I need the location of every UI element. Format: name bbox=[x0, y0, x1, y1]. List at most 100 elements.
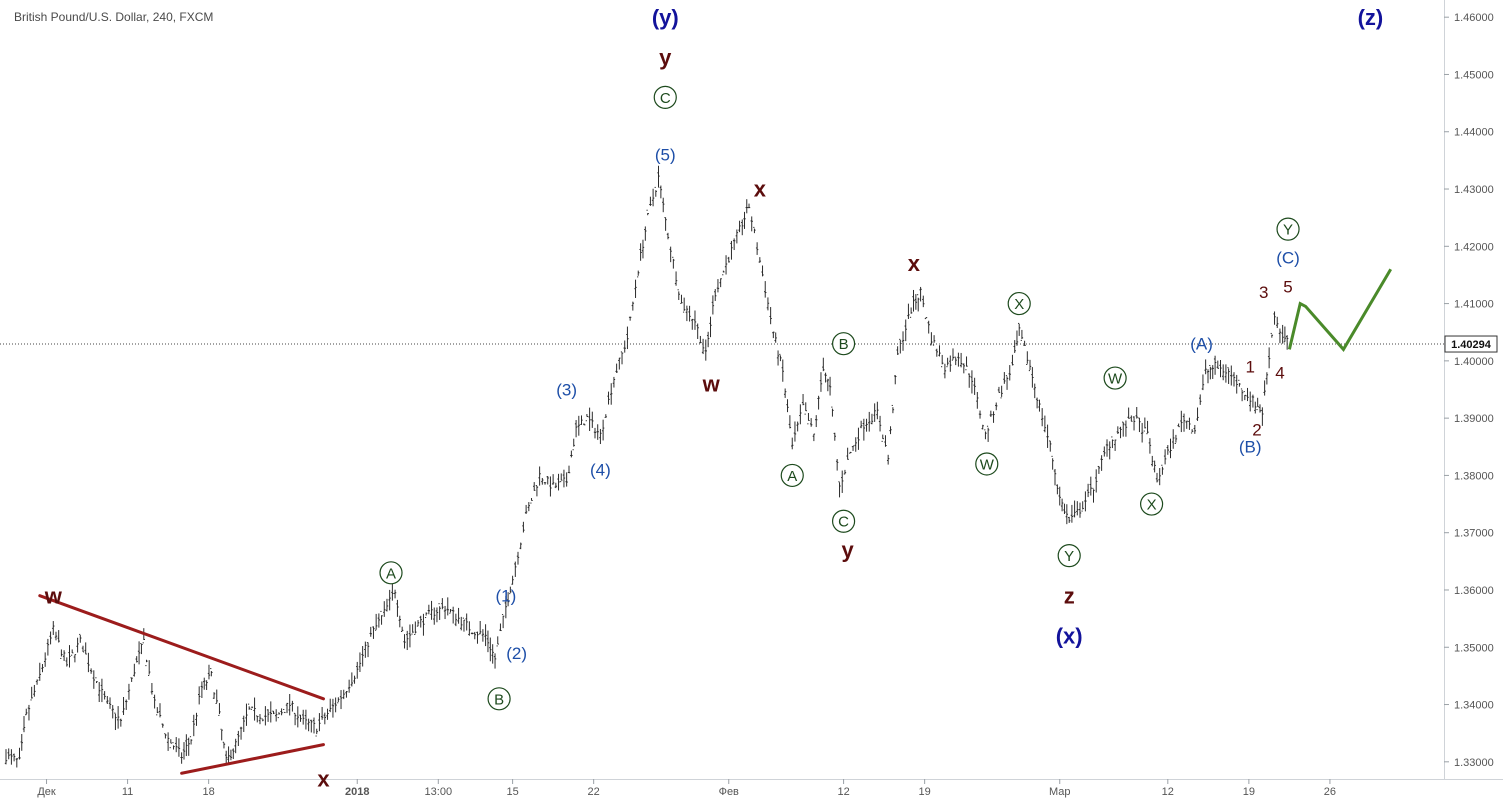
wave-label: x bbox=[754, 177, 767, 202]
ohlc-bar bbox=[666, 232, 670, 240]
ohlc-bar bbox=[862, 418, 866, 441]
ohlc-bar bbox=[957, 352, 960, 367]
ohlc-bar bbox=[116, 706, 120, 729]
ohlc-bar bbox=[623, 340, 626, 353]
wave-label-circled: A bbox=[379, 561, 403, 585]
ohlc-bar bbox=[1196, 407, 1199, 421]
ohlc-bar bbox=[1000, 385, 1003, 399]
ohlc-bar bbox=[1097, 465, 1101, 474]
ohlc-bar bbox=[446, 597, 449, 616]
time-tick-label: 22 bbox=[588, 786, 600, 798]
ohlc-bar bbox=[1124, 420, 1128, 437]
wave-label-circle bbox=[487, 687, 511, 711]
time-tick-label: 2018 bbox=[345, 786, 369, 798]
time-tick-label: Дек bbox=[37, 786, 56, 798]
ohlc-bar bbox=[175, 737, 178, 753]
ohlc-bar bbox=[530, 498, 533, 504]
ohlc-bar bbox=[909, 307, 913, 318]
ohlc-bar bbox=[1081, 501, 1084, 512]
ohlc-bar bbox=[984, 429, 987, 440]
wave-label-circled: W bbox=[975, 452, 999, 476]
ohlc-bar bbox=[1209, 364, 1212, 380]
ohlc-bar bbox=[685, 305, 689, 322]
wave-label-text: C bbox=[660, 90, 671, 107]
ohlc-bar bbox=[25, 708, 28, 716]
ohlc-bar bbox=[946, 357, 949, 368]
ohlc-bar bbox=[831, 406, 834, 417]
ohlc-bar bbox=[1265, 372, 1269, 385]
wave-label: (3) bbox=[556, 380, 577, 399]
ohlc-bar bbox=[549, 476, 552, 497]
ohlc-bar bbox=[804, 402, 807, 415]
price-tick-label: 1.36000 bbox=[1454, 585, 1494, 597]
ohlc-bar bbox=[476, 631, 479, 644]
ohlc-bar bbox=[696, 323, 699, 339]
ohlc-bar bbox=[424, 612, 428, 619]
time-axis[interactable]: Дек 11 18 2018 13:00 15 22 Фев 12 19 Мар 12 19 26 bbox=[37, 779, 1336, 798]
ohlc-bar bbox=[764, 281, 767, 298]
ohlc-bar bbox=[1103, 446, 1106, 457]
ohlc-bar bbox=[353, 675, 356, 684]
ohlc-bar bbox=[1281, 324, 1284, 344]
ohlc-bar bbox=[766, 297, 770, 311]
wave-label-circle bbox=[975, 452, 999, 476]
ohlc-bar bbox=[826, 378, 830, 392]
ohlc-bar bbox=[886, 454, 890, 465]
ohlc-bar bbox=[460, 616, 463, 631]
ohlc-bar bbox=[192, 714, 195, 737]
ohlc-bar bbox=[769, 307, 772, 325]
ohlc-bar bbox=[334, 697, 337, 713]
ohlc-bar bbox=[868, 411, 871, 432]
ohlc-bar bbox=[562, 469, 566, 488]
ohlc-bar bbox=[140, 643, 143, 655]
price-axis[interactable]: 1.33000 1.34000 1.35000 1.36000 1.37000 1.380… bbox=[1444, 12, 1498, 769]
ohlc-bar bbox=[815, 415, 818, 428]
ohlc-bar bbox=[857, 427, 860, 450]
ohlc-bar bbox=[225, 750, 228, 766]
ohlc-bar bbox=[1206, 369, 1210, 384]
ohlc-bar bbox=[951, 348, 955, 361]
ohlc-bar bbox=[229, 749, 233, 761]
ohlc-bar bbox=[195, 712, 198, 726]
ohlc-bar bbox=[930, 332, 933, 346]
ohlc-bar bbox=[577, 415, 580, 436]
ohlc-bar bbox=[68, 645, 71, 668]
ohlc-bar bbox=[1185, 420, 1188, 429]
ohlc-bar bbox=[30, 686, 33, 701]
ohlc-bar bbox=[992, 411, 995, 423]
wave-label-circled: B bbox=[487, 687, 511, 711]
symbol-title: British Pound/U.S. Dollar, 240, FXCM bbox=[14, 10, 214, 24]
ohlc-bar bbox=[385, 598, 389, 612]
ohlc-bar bbox=[406, 630, 409, 651]
ohlc-bar bbox=[33, 684, 36, 697]
ohlc-bar bbox=[1100, 455, 1103, 471]
wave-label-text: Y bbox=[1283, 222, 1293, 239]
ohlc-bar bbox=[524, 504, 528, 514]
ohlc-bar bbox=[430, 600, 433, 620]
ohlc-bar bbox=[924, 317, 928, 320]
ohlc-bar bbox=[1256, 397, 1259, 411]
ohlc-bar bbox=[496, 636, 499, 647]
ohlc-bar bbox=[995, 402, 998, 411]
ohlc-bar bbox=[272, 710, 275, 715]
ohlc-bar bbox=[730, 240, 733, 260]
ohlc-bar bbox=[1113, 439, 1117, 451]
ohlc-bar bbox=[835, 458, 839, 471]
time-tick-label: 19 bbox=[1243, 786, 1255, 798]
ohlc-bar bbox=[706, 331, 710, 348]
ohlc-bar bbox=[89, 668, 93, 674]
ohlc-bar bbox=[12, 753, 16, 762]
wave-label: (1) bbox=[495, 587, 516, 606]
ohlc-bar bbox=[688, 305, 691, 322]
trendline bbox=[180, 743, 325, 775]
wave-label-text: Y bbox=[1064, 548, 1074, 565]
ohlc-bar bbox=[150, 683, 154, 695]
ohlc-bar bbox=[1177, 423, 1180, 428]
price-tick-label: 1.41000 bbox=[1454, 299, 1494, 311]
ohlc-bar bbox=[43, 652, 47, 667]
ohlc-bar bbox=[1180, 410, 1183, 433]
ohlc-bar bbox=[307, 718, 310, 732]
ohlc-bar bbox=[320, 706, 324, 720]
wave-label: (x) bbox=[1056, 624, 1083, 649]
ohlc-bar bbox=[398, 615, 401, 628]
